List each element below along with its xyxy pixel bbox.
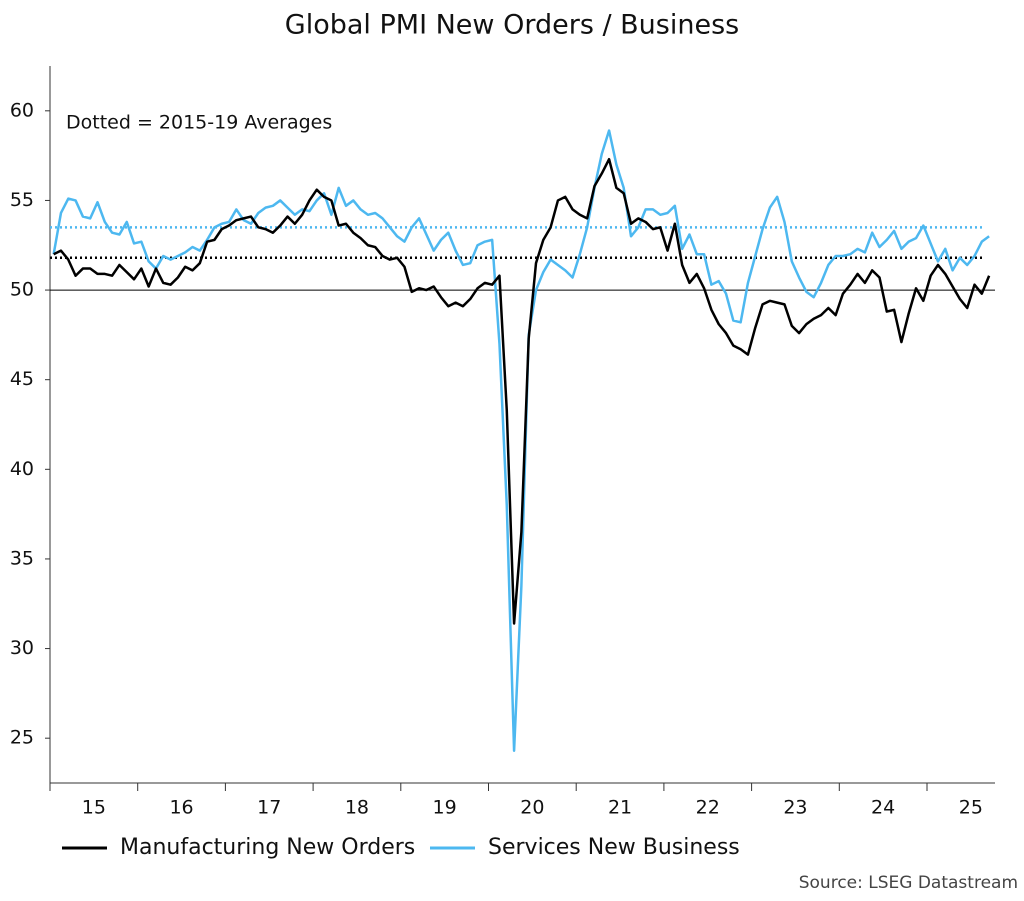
y-tick-label: 30 [10,637,34,659]
legend-label: Manufacturing New Orders [120,835,415,860]
x-tick-label: 19 [433,797,457,819]
x-tick-label: 22 [696,797,720,819]
x-tick-label: 17 [257,797,281,819]
y-tick-label: 45 [10,368,34,390]
chart-title: Global PMI New Orders / Business [285,10,739,41]
series-line [53,157,991,625]
y-tick-label: 60 [10,99,34,121]
x-tick-label: 15 [82,797,106,819]
series-line [52,129,990,752]
source: Source: LSEG Datastream [799,873,1018,893]
annotation: Dotted = 2015-19 Averages [66,112,332,134]
y-tick-label: 40 [10,458,34,480]
x-tick-label: 20 [520,797,544,819]
y-tick-label: 35 [10,547,34,569]
x-tick-label: 24 [871,797,895,819]
x-tick-label: 23 [783,797,807,819]
y-tick-label: 25 [10,727,34,749]
legend-label: Services New Business [488,835,740,860]
x-tick-label: 25 [959,797,983,819]
y-tick-label: 55 [10,189,34,211]
x-tick-label: 21 [608,797,632,819]
y-tick-label: 50 [10,279,34,301]
x-tick-label: 18 [345,797,369,819]
x-tick-label: 16 [169,797,193,819]
